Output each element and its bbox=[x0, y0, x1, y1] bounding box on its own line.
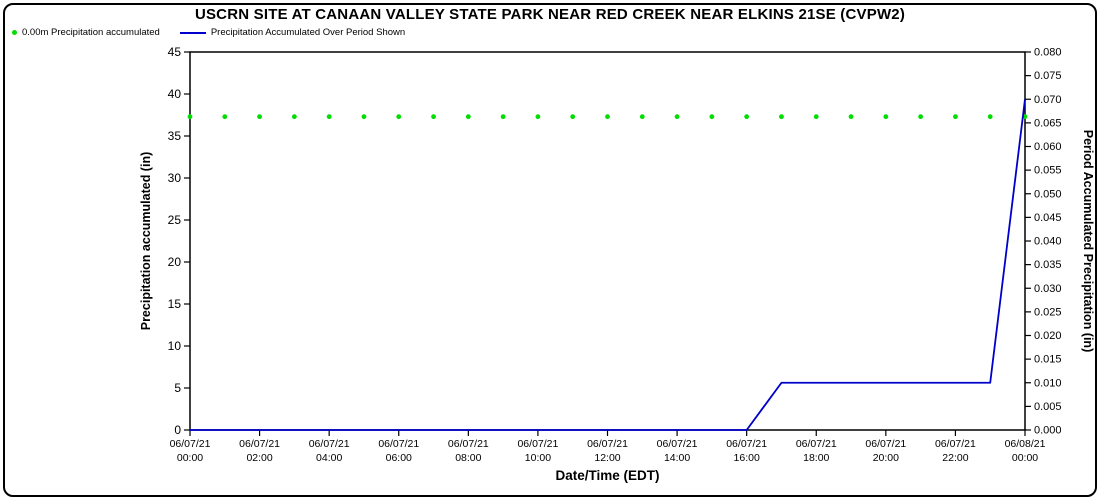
precip-zero-dot bbox=[918, 114, 924, 120]
x-tick-label-date: 06/07/21 bbox=[309, 438, 350, 450]
x-tick-label-time: 08:00 bbox=[455, 452, 481, 464]
precip-zero-dot bbox=[257, 114, 262, 120]
x-tick-label-time: 04:00 bbox=[316, 452, 342, 464]
y-right-tick-label: 0.010 bbox=[1034, 377, 1062, 389]
x-tick-label-time: 00:00 bbox=[1012, 452, 1038, 464]
precip-zero-dot bbox=[987, 114, 993, 120]
y-right-tick-label: 0.030 bbox=[1034, 283, 1062, 295]
precip-zero-dot bbox=[744, 114, 750, 120]
y-right-tick-label: 0.015 bbox=[1034, 354, 1062, 366]
x-tick-label-date: 06/07/21 bbox=[239, 438, 280, 450]
precip-zero-dot bbox=[709, 114, 715, 120]
x-tick-label-date: 06/07/21 bbox=[865, 438, 906, 450]
x-tick-label-date: 06/07/21 bbox=[796, 438, 837, 450]
y-right-tick-label: 0.060 bbox=[1034, 141, 1062, 153]
precip-zero-dot bbox=[535, 114, 541, 120]
precip-zero-dot bbox=[883, 114, 889, 120]
y-right-tick-label: 0.075 bbox=[1034, 70, 1062, 82]
y-left-tick-label: 25 bbox=[168, 213, 182, 227]
y-left-tick-label: 35 bbox=[168, 129, 182, 143]
precip-zero-dot bbox=[639, 114, 645, 120]
y-left-tick-label: 20 bbox=[168, 255, 182, 269]
x-tick-label-time: 02:00 bbox=[246, 452, 272, 464]
x-tick-label-date: 06/07/21 bbox=[726, 438, 767, 450]
x-tick-label-time: 00:00 bbox=[177, 452, 203, 464]
x-tick-label-time: 16:00 bbox=[734, 452, 760, 464]
y-right-axis-title: Period Accumulated Precipitation (in) bbox=[1081, 130, 1095, 353]
x-tick-label-date: 06/08/21 bbox=[1005, 438, 1046, 450]
legend: 0.00m Precipitation accumulated Precipit… bbox=[12, 27, 405, 38]
precip-zero-dot bbox=[570, 114, 576, 120]
legend-label-dots: 0.00m Precipitation accumulated bbox=[22, 27, 160, 38]
precip-zero-dot bbox=[222, 114, 228, 120]
x-axis-title: Date/Time (EDT) bbox=[555, 468, 659, 483]
y-right-tick-label: 0.040 bbox=[1034, 236, 1062, 248]
y-right-tick-label: 0.025 bbox=[1034, 306, 1062, 318]
precip-zero-dot bbox=[396, 114, 402, 120]
y-left-tick-label: 15 bbox=[168, 297, 182, 311]
precip-zero-dot bbox=[361, 114, 367, 120]
y-right-tick-label: 0.065 bbox=[1034, 117, 1062, 129]
precip-zero-dot bbox=[326, 114, 332, 120]
precip-zero-dot bbox=[674, 114, 680, 120]
y-right-tick-label: 0.045 bbox=[1034, 212, 1062, 224]
legend-label-line: Precipitation Accumulated Over Period Sh… bbox=[210, 27, 406, 38]
precip-zero-dot bbox=[779, 114, 784, 120]
precip-zero-dot bbox=[500, 114, 506, 120]
chart-title: USCRN SITE AT CANAAN VALLEY STATE PARK N… bbox=[194, 6, 906, 23]
legend-item-line: Precipitation Accumulated Over Period Sh… bbox=[179, 27, 406, 38]
x-tick-label-date: 06/07/21 bbox=[170, 438, 211, 450]
x-tick-label-date: 06/07/21 bbox=[935, 438, 976, 450]
y-right-tick-label: 0.020 bbox=[1034, 330, 1062, 342]
legend-item-dots: 0.00m Precipitation accumulated bbox=[12, 27, 160, 38]
y-right-tick-label: 0.080 bbox=[1034, 47, 1062, 59]
y-right-tick-label: 0.035 bbox=[1034, 259, 1062, 271]
precip-zero-dot bbox=[953, 114, 958, 120]
precip-zero-dot bbox=[813, 114, 819, 120]
y-right-tick-label: 0.070 bbox=[1034, 94, 1062, 106]
x-tick-label-time: 06:00 bbox=[386, 452, 412, 464]
y-left-tick-label: 45 bbox=[168, 45, 182, 59]
x-tick-label-time: 12:00 bbox=[594, 452, 620, 464]
x-tick-label-date: 06/07/21 bbox=[378, 438, 419, 450]
x-tick-label-time: 20:00 bbox=[873, 452, 899, 464]
y-left-tick-label: 5 bbox=[174, 381, 181, 395]
x-tick-label-time: 10:00 bbox=[525, 452, 551, 464]
precip-zero-dot bbox=[605, 114, 610, 120]
y-left-tick-label: 0 bbox=[174, 423, 181, 437]
x-tick-label-time: 22:00 bbox=[942, 452, 968, 464]
x-tick-label-time: 14:00 bbox=[664, 452, 690, 464]
precip-zero-dot bbox=[291, 114, 297, 120]
x-tick-label-date: 06/07/21 bbox=[517, 438, 558, 450]
y-right-tick-label: 0.050 bbox=[1034, 188, 1062, 200]
x-tick-label-date: 06/07/21 bbox=[657, 438, 698, 450]
y-right-tick-label: 0.000 bbox=[1034, 425, 1062, 437]
y-left-tick-label: 40 bbox=[168, 87, 182, 101]
plot-border bbox=[189, 51, 1026, 431]
y-left-axis-title: Precipitation accumulated (in) bbox=[139, 152, 153, 331]
x-tick-label-date: 06/07/21 bbox=[448, 438, 489, 450]
y-right-tick-label: 0.005 bbox=[1034, 401, 1062, 413]
y-left-tick-label: 10 bbox=[168, 339, 182, 353]
x-tick-label-date: 06/07/21 bbox=[587, 438, 628, 450]
y-right-tick-label: 0.055 bbox=[1034, 165, 1062, 177]
blue-line-icon bbox=[179, 31, 206, 34]
precip-zero-dot bbox=[187, 114, 193, 120]
x-tick-label-time: 18:00 bbox=[803, 452, 829, 464]
green-dot-icon bbox=[12, 30, 17, 35]
precip-zero-dot bbox=[431, 114, 436, 120]
precip-zero-dot bbox=[465, 114, 471, 120]
accumulated-precip-line bbox=[190, 99, 1026, 431]
precip-zero-dot bbox=[848, 114, 854, 120]
y-left-tick-label: 30 bbox=[168, 171, 182, 185]
